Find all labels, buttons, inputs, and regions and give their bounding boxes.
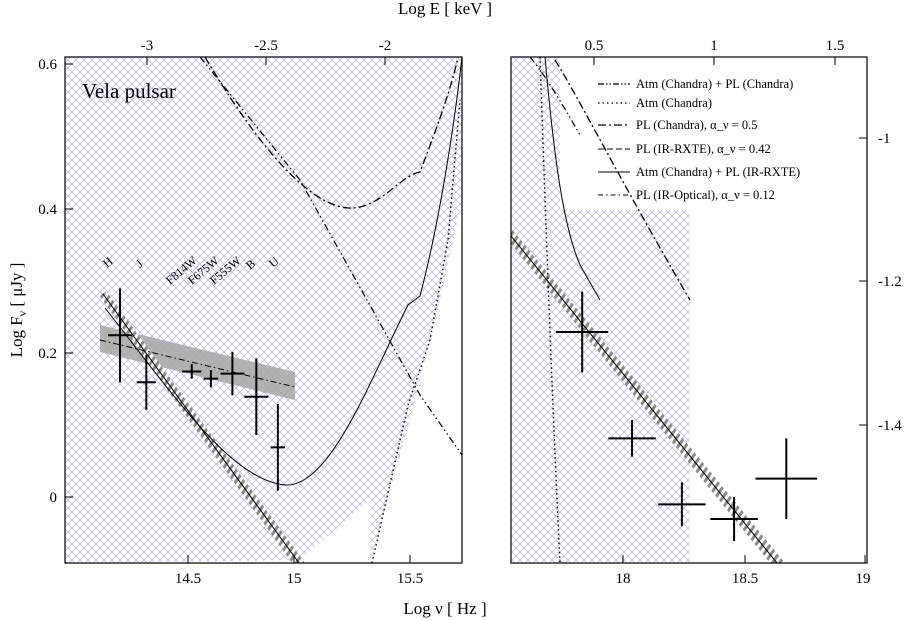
top-axis-label: Log E [ keV ] [398, 0, 492, 18]
data-point [755, 438, 818, 519]
atm-pl-ir-rxte-curve [104, 57, 462, 486]
y-tick-label: -1.2 [878, 274, 902, 290]
y-tick-label: -1.4 [878, 418, 902, 434]
legend-entry: Atm (Chandra) + PL (IR-RXTE) [636, 165, 800, 179]
legend-entry: Atm (Chandra) + PL (Chandra) [636, 77, 793, 91]
data-point [556, 291, 609, 373]
data-point [220, 351, 245, 396]
right-plot-area [511, 57, 785, 563]
y-tick-label: 0.6 [38, 57, 57, 73]
right-hatched-region [511, 57, 690, 563]
right-data-points [556, 291, 818, 541]
right-frame [510, 56, 868, 564]
y-tick-label: 0.4 [38, 202, 57, 218]
top-tick-label: -2.5 [254, 38, 278, 54]
right-atm-pl-chandra-curve [529, 57, 581, 136]
left-panel: Vela pulsar H J F814W F675W F555W B U 14… [38, 38, 463, 587]
x-tick-label: 19 [856, 571, 871, 587]
data-point [108, 288, 132, 383]
data-point [710, 497, 758, 541]
left-white-wedge [300, 200, 462, 563]
chart-title: Vela pulsar [82, 79, 176, 103]
right-ir-rxte-band [511, 228, 785, 563]
left-top-ticks: -3 -2.5 -2 [141, 38, 392, 65]
right-ir-rxte-line [511, 235, 778, 563]
legend-entry: Atm (Chandra) [636, 96, 712, 110]
y-tick-label: 0 [50, 490, 58, 506]
y-axis-label-main: Log F [7, 316, 26, 357]
left-hatched-region [65, 57, 462, 563]
y-tick-label: 0.2 [38, 346, 57, 362]
right-x-ticks: 18 18.5 19 [616, 555, 871, 587]
data-point [658, 482, 706, 527]
y-axis-label-unit: [ μJy ] [7, 263, 26, 311]
x-axis-label: Log ν [ Hz ] [403, 599, 486, 618]
top-tick-label: -3 [141, 38, 154, 54]
x-tick-label: 14.5 [175, 571, 201, 587]
legend-entry: PL (Chandra), α_ν = 0.5 [636, 118, 758, 132]
y-axis-label-sub: ν [15, 310, 29, 316]
pl-chandra-curve [204, 57, 459, 209]
legend: Atm (Chandra) + PL (Chandra) Atm (Chandr… [598, 77, 800, 202]
ir-optical-line [99, 339, 296, 388]
x-tick-label: 15.5 [397, 571, 423, 587]
ir-optical-band [100, 325, 295, 400]
top-tick-label: 0.5 [585, 38, 604, 54]
left-y-ticks: 0 0.2 0.4 0.6 [38, 57, 73, 506]
legend-entry: PL (IR-RXTE), α_ν = 0.42 [636, 142, 771, 156]
left-frame [64, 56, 463, 564]
left-plot-area [65, 57, 462, 563]
x-tick-label: 15 [287, 571, 302, 587]
top-tick-label: 1.5 [826, 38, 845, 54]
y-axis-label: Log Fν [ μJy ] [7, 263, 29, 358]
data-point [136, 354, 156, 410]
top-tick-label: -2 [379, 38, 392, 54]
right-top-ticks: 0.5 1 1.5 [585, 38, 845, 65]
right-atm-pl-curve [544, 57, 601, 301]
y-tick-label: -1 [878, 131, 891, 147]
data-point [270, 403, 286, 491]
legend-entry: PL (IR-Optical), α_ν = 0.12 [636, 188, 775, 202]
top-tick-label: 1 [710, 38, 718, 54]
data-point [244, 358, 269, 436]
right-pl-chandra-curve [554, 59, 691, 301]
left-x-ticks: 14.5 15 15.5 [175, 555, 423, 587]
atm-pl-chandra-curve [199, 57, 462, 456]
left-data-points [108, 288, 286, 491]
atm-chandra-curve [371, 99, 461, 563]
data-point [203, 369, 219, 388]
data-point [182, 364, 202, 379]
right-panel: Atm (Chandra) + PL (Chandra) Atm (Chandr… [510, 38, 902, 587]
data-point [608, 420, 656, 457]
x-tick-label: 18.5 [732, 571, 758, 587]
right-atm-chandra-curve [539, 57, 561, 563]
x-tick-label: 18 [616, 571, 631, 587]
right-y-ticks: -1 -1.2 -1.4 [859, 131, 902, 434]
